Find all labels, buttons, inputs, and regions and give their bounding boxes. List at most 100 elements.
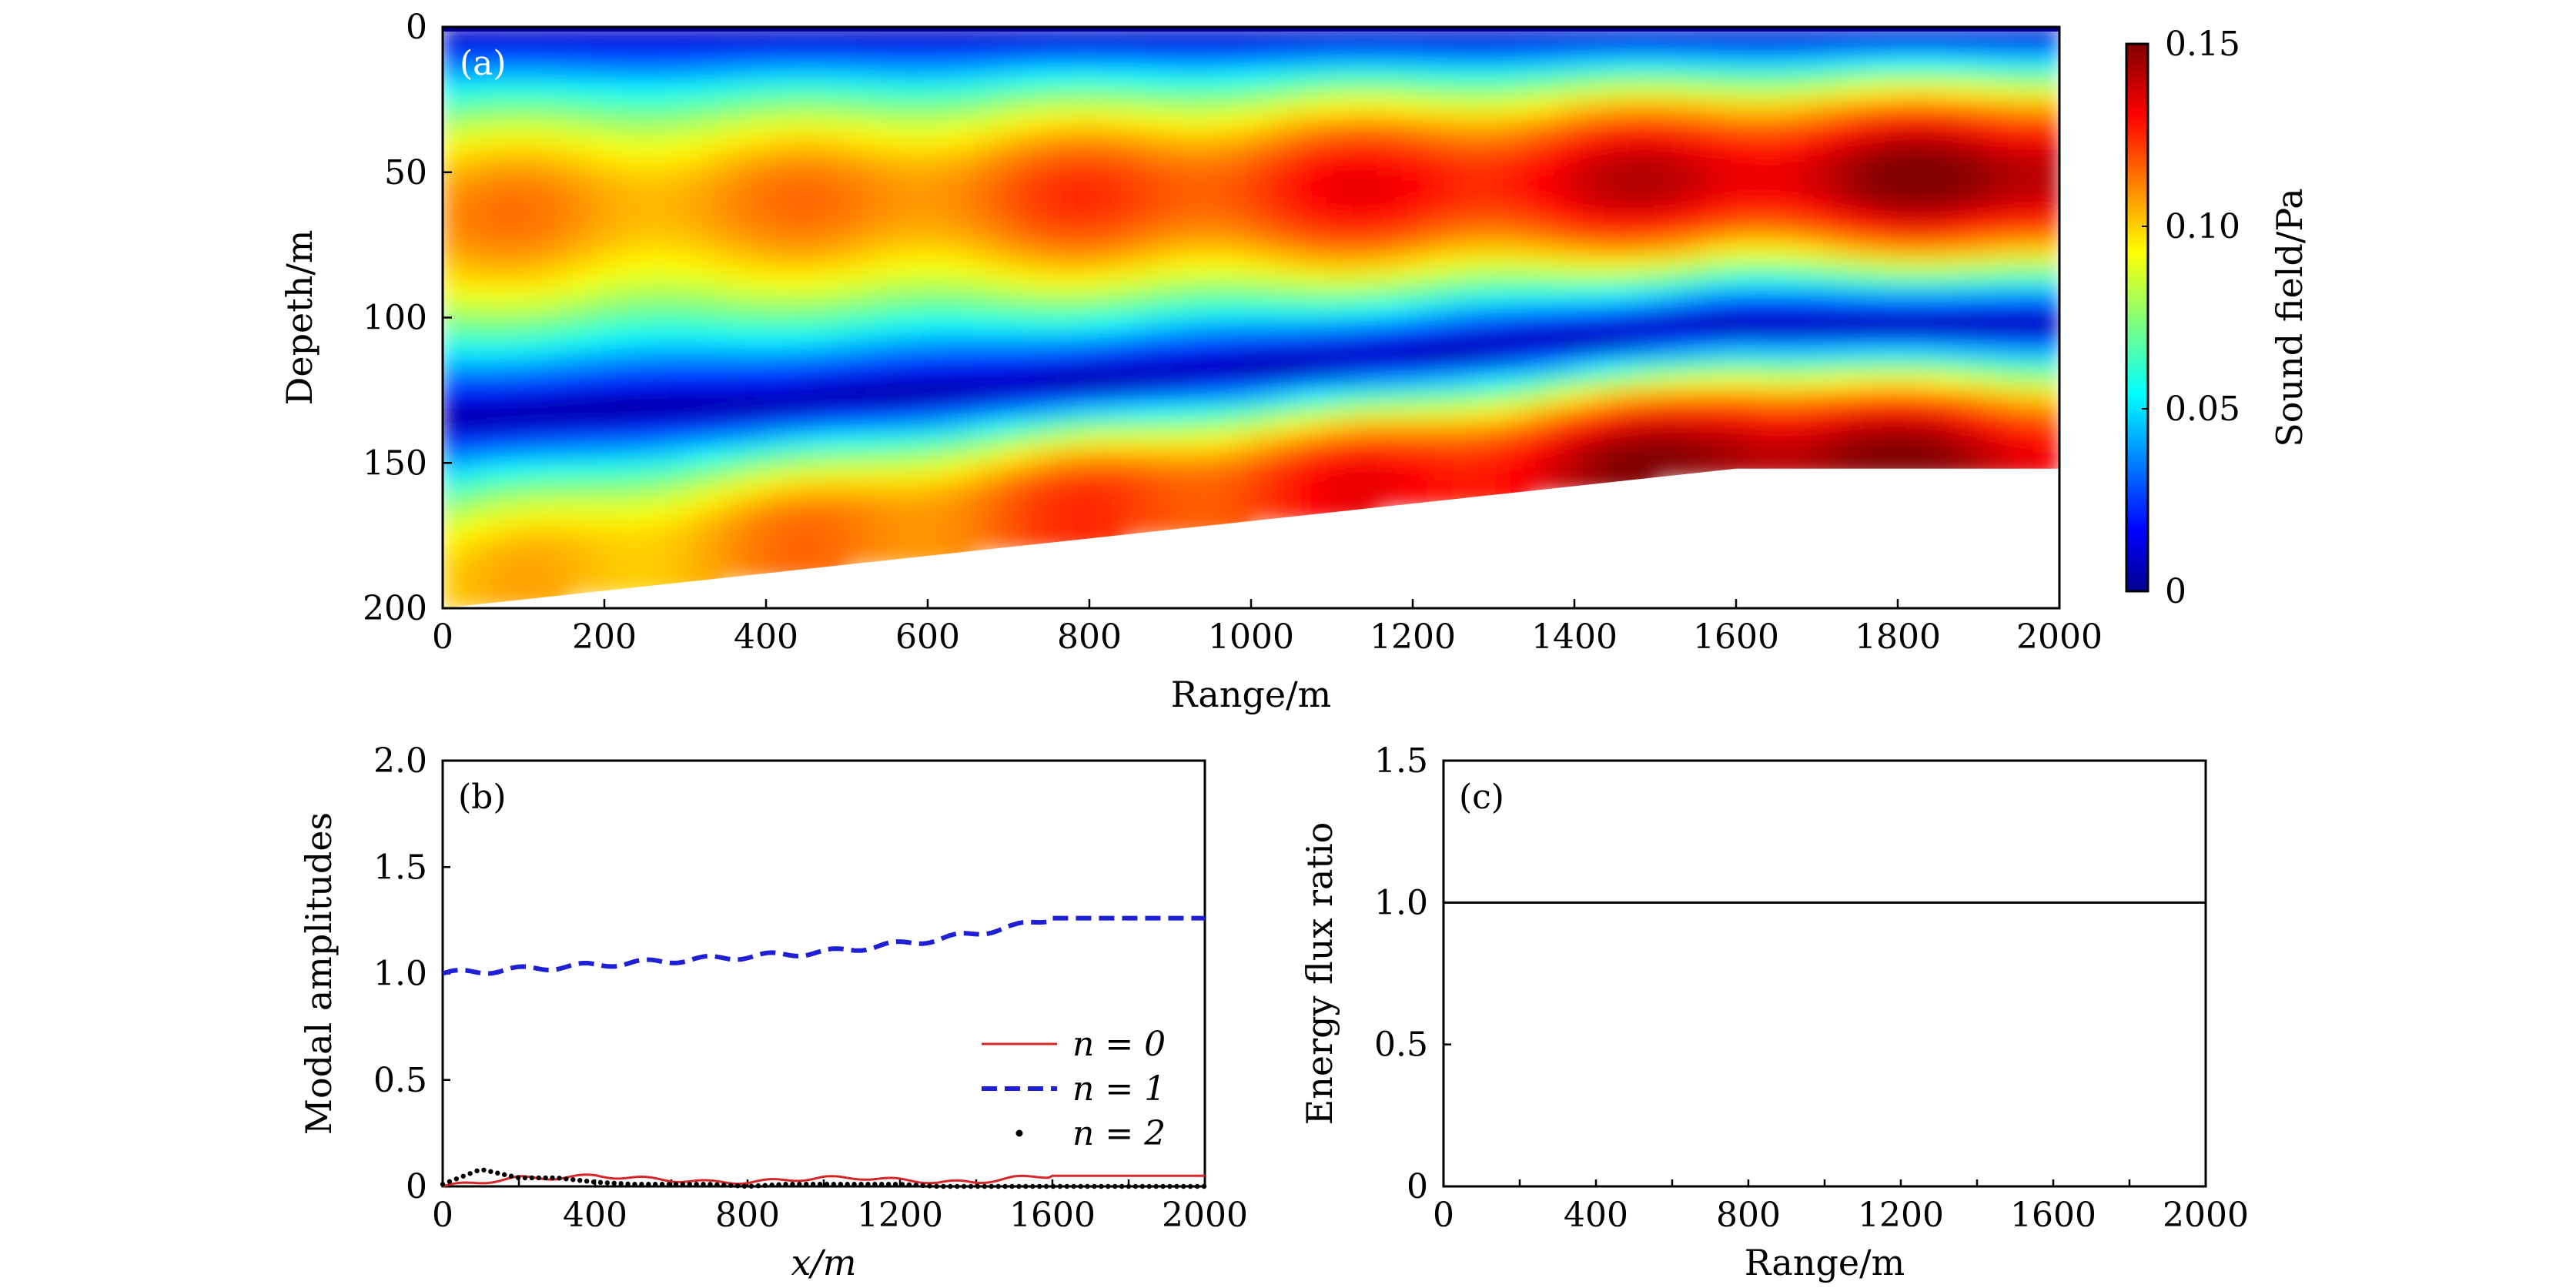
heatmap-cell bbox=[1831, 186, 1858, 202]
heatmap-cell bbox=[1149, 433, 1176, 450]
heatmap-cell bbox=[1022, 403, 1050, 420]
heatmap-cell bbox=[492, 113, 520, 130]
heatmap-cell bbox=[1300, 55, 1328, 72]
heatmap-cell bbox=[1503, 259, 1530, 275]
heatmap-cell bbox=[1452, 477, 1480, 493]
heatmap-cell bbox=[669, 520, 697, 537]
heatmap-cell bbox=[947, 360, 975, 376]
heatmap-cell bbox=[593, 215, 621, 232]
heatmap-cell bbox=[1401, 316, 1429, 333]
heatmap-cell bbox=[1503, 447, 1530, 464]
heatmap-cell bbox=[1957, 128, 1985, 144]
heatmap-cell bbox=[1401, 40, 1429, 57]
heatmap-cell bbox=[1805, 156, 1833, 173]
heatmap-cell bbox=[517, 477, 545, 493]
heatmap-cell bbox=[1503, 360, 1530, 376]
heatmap-cell bbox=[2033, 40, 2059, 57]
heatmap-cell bbox=[1755, 316, 1783, 333]
heatmap-cell bbox=[1730, 403, 1758, 420]
heatmap-cell bbox=[1705, 171, 1732, 188]
heatmap-cell bbox=[972, 244, 999, 260]
heatmap-cell bbox=[1300, 433, 1328, 450]
heatmap-cell bbox=[1705, 55, 1732, 72]
heatmap-cell bbox=[1250, 316, 1277, 333]
heatmap-cell bbox=[1199, 447, 1227, 464]
heatmap-cell bbox=[644, 259, 671, 275]
heatmap-cell bbox=[1781, 433, 1808, 450]
heatmap-cell bbox=[694, 520, 721, 537]
heatmap-cell bbox=[1856, 99, 1884, 115]
heatmap-cell bbox=[997, 360, 1025, 376]
heatmap-cell bbox=[1578, 142, 1606, 159]
heatmap-cell bbox=[1199, 418, 1227, 435]
heatmap-cell bbox=[1477, 259, 1505, 275]
heatmap-cell bbox=[1048, 186, 1076, 202]
heatmap-cell bbox=[1048, 302, 1076, 319]
heatmap-cell bbox=[1604, 55, 1631, 72]
heatmap-cell bbox=[1755, 84, 1783, 101]
heatmap-cell bbox=[1377, 69, 1403, 86]
heatmap-cell bbox=[947, 403, 975, 420]
heatmap-cell bbox=[997, 447, 1025, 464]
heatmap-cell bbox=[1048, 99, 1076, 115]
heatmap-cell bbox=[618, 534, 646, 551]
heatmap-cell bbox=[1048, 40, 1076, 57]
heatmap-cell bbox=[443, 287, 469, 304]
heatmap-cell bbox=[1174, 186, 1202, 202]
heatmap-cell bbox=[770, 142, 798, 159]
series-n2-point bbox=[618, 1181, 624, 1186]
heatmap-cell bbox=[1351, 99, 1379, 115]
heatmap-cell bbox=[467, 156, 494, 173]
heatmap-cell bbox=[795, 113, 823, 130]
heatmap-cell bbox=[593, 200, 621, 217]
heatmap-cell bbox=[618, 331, 646, 348]
heatmap-cell bbox=[1932, 200, 1959, 217]
heatmap-cell bbox=[1932, 171, 1959, 188]
heatmap-cell bbox=[1578, 418, 1606, 435]
panel-c-x-tick-label: 1600 bbox=[2010, 1196, 2096, 1235]
heatmap-cell bbox=[871, 273, 898, 289]
heatmap-cell bbox=[1882, 244, 1909, 260]
heatmap-cell bbox=[1527, 186, 1555, 202]
heatmap-cell bbox=[1805, 113, 1833, 130]
heatmap-cell bbox=[871, 156, 898, 173]
heatmap-cell bbox=[1503, 55, 1530, 72]
heatmap-cell bbox=[1123, 84, 1151, 101]
heatmap-cell bbox=[1073, 477, 1101, 493]
heatmap-cell bbox=[1174, 113, 1202, 130]
heatmap-cell bbox=[1427, 215, 1454, 232]
heatmap-cell bbox=[846, 156, 873, 173]
heatmap-cell bbox=[1654, 128, 1681, 144]
heatmap-cell bbox=[1427, 84, 1454, 101]
heatmap-cell bbox=[972, 215, 999, 232]
series-n2-point bbox=[1092, 1183, 1097, 1189]
heatmap-cell bbox=[1654, 113, 1681, 130]
heatmap-cell bbox=[1755, 113, 1783, 130]
heatmap-cell bbox=[1326, 403, 1353, 420]
heatmap-cell bbox=[1174, 244, 1202, 260]
heatmap-cell bbox=[1679, 69, 1707, 86]
heatmap-cell bbox=[1048, 316, 1076, 333]
heatmap-cell bbox=[1174, 99, 1202, 115]
heatmap-cell bbox=[1123, 142, 1151, 159]
heatmap-cell bbox=[997, 113, 1025, 130]
heatmap-cell bbox=[1099, 520, 1126, 537]
heatmap-cell bbox=[618, 99, 646, 115]
heatmap-cell bbox=[1932, 287, 1959, 304]
heatmap-cell bbox=[821, 259, 848, 275]
heatmap-cell bbox=[517, 403, 545, 420]
heatmap-cell bbox=[1781, 55, 1808, 72]
heatmap-cell bbox=[1123, 316, 1151, 333]
heatmap-cell bbox=[467, 171, 494, 188]
heatmap-cell bbox=[1705, 69, 1732, 86]
heatmap-cell bbox=[644, 433, 671, 450]
heatmap-cell bbox=[1477, 477, 1505, 493]
heatmap-cell bbox=[1982, 244, 2010, 260]
heatmap-cell bbox=[443, 403, 469, 420]
heatmap-cell bbox=[1477, 69, 1505, 86]
heatmap-cell bbox=[1326, 142, 1353, 159]
heatmap-cell bbox=[2008, 389, 2036, 406]
heatmap-cell bbox=[846, 40, 873, 57]
heatmap-cell bbox=[618, 549, 646, 566]
heatmap-cell bbox=[1654, 200, 1681, 217]
